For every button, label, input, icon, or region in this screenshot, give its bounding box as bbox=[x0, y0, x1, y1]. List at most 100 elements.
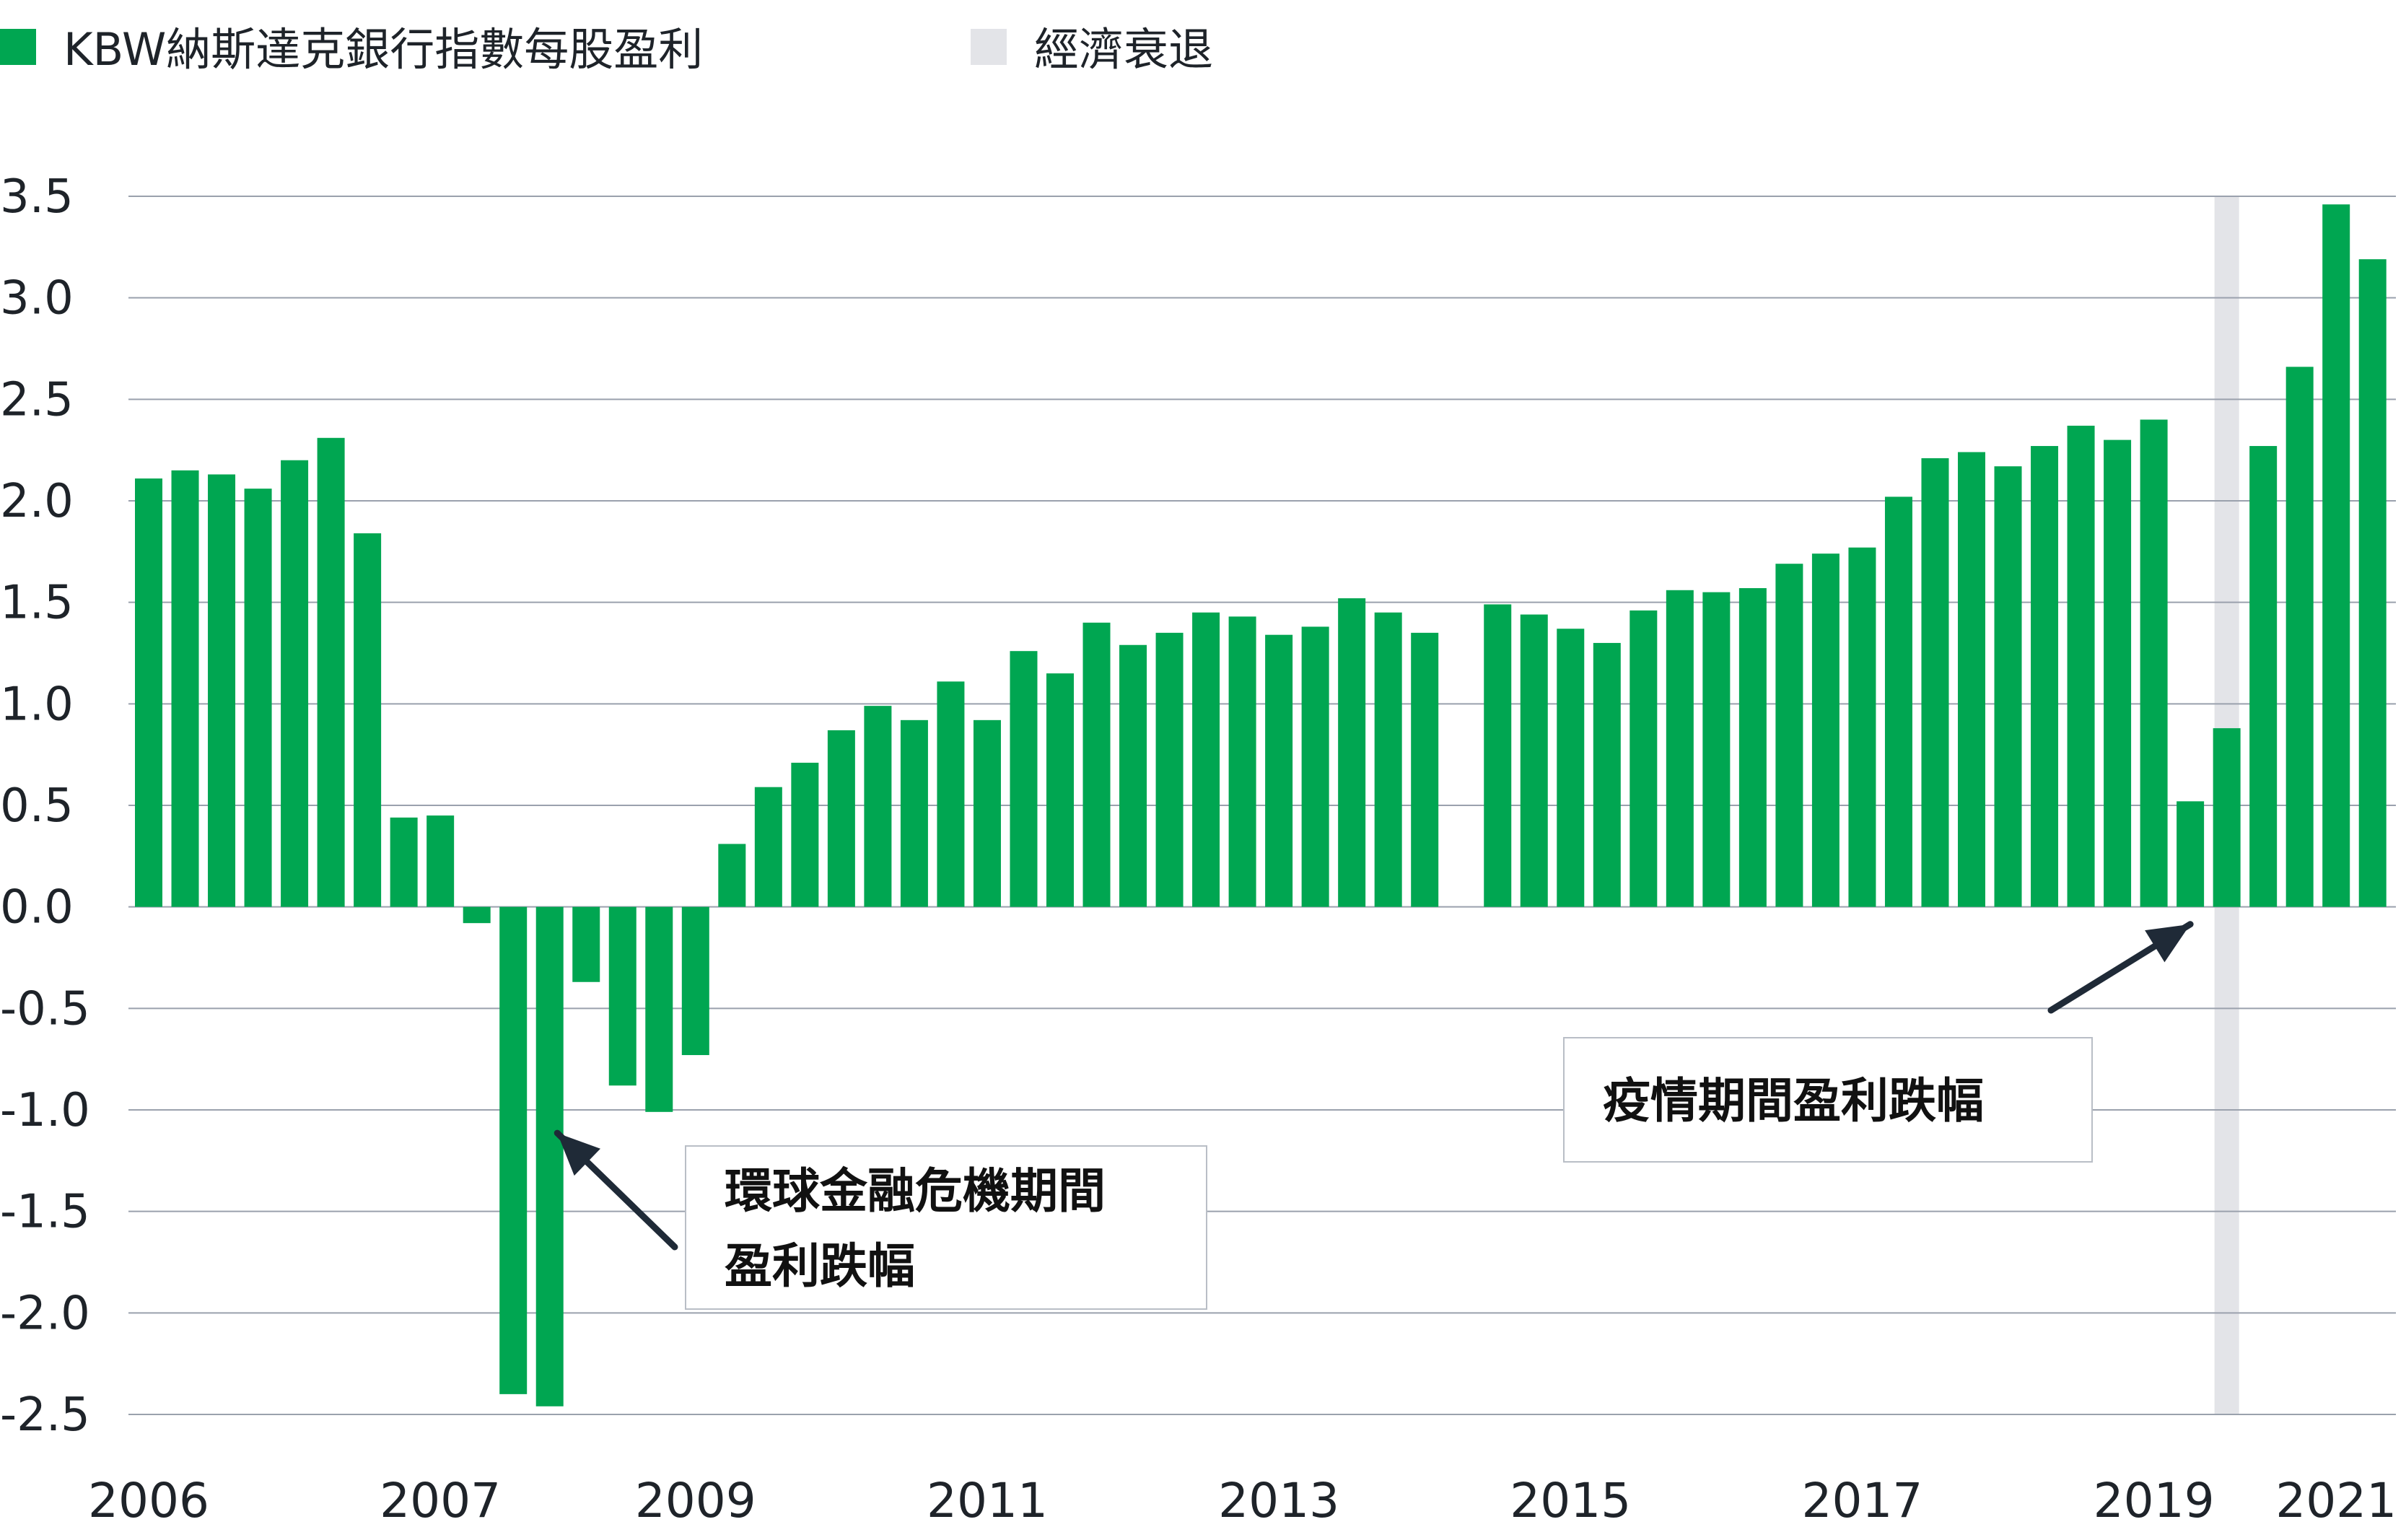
eps-bar bbox=[1119, 644, 1147, 907]
x-tick-label: 2013 bbox=[1218, 1473, 1339, 1528]
eps-bar bbox=[1411, 632, 1439, 907]
eps-bar bbox=[1848, 547, 1876, 907]
eps-bar bbox=[426, 815, 455, 907]
eps-bar bbox=[827, 730, 855, 907]
eps-bar bbox=[1082, 622, 1111, 907]
eps-bar bbox=[390, 817, 418, 907]
eps-bar bbox=[2285, 367, 2314, 907]
eps-bar bbox=[1629, 610, 1658, 907]
eps-bar bbox=[718, 844, 746, 907]
eps-bar bbox=[1046, 673, 1074, 907]
y-axis-ticks: 3.5 3.0 2.5 2.0 1.5 1.0 0.5 0.0 -0.5 -1.0 -1.5 -2.0… bbox=[0, 170, 90, 1442]
x-axis-ticks: 2006 2007 2009 2011 2013 2015 2017 2019 2021 bbox=[88, 1473, 2397, 1528]
bar-layer bbox=[135, 204, 2387, 1406]
eps-bar bbox=[2177, 801, 2205, 907]
eps-bar bbox=[937, 681, 965, 907]
eps-bar bbox=[244, 489, 272, 907]
y-tick-label: -2.5 bbox=[0, 1388, 90, 1442]
y-tick-label: 3.0 bbox=[0, 272, 74, 325]
eps-bar bbox=[354, 533, 382, 907]
eps-bar bbox=[1666, 590, 1694, 907]
eps-bar bbox=[1702, 592, 1731, 907]
eps-bar bbox=[1557, 629, 1585, 907]
legend-recession-swatch bbox=[971, 29, 1007, 65]
x-tick-label: 2019 bbox=[2094, 1473, 2215, 1528]
y-tick-label: -1.5 bbox=[0, 1186, 90, 1239]
eps-bar bbox=[2067, 425, 2095, 907]
eps-bar bbox=[1994, 466, 2022, 907]
annotation-text: 疫情期間盈利跌幅 bbox=[1603, 1073, 1984, 1129]
eps-bar bbox=[463, 906, 491, 924]
annotation-callout: 疫情期間盈利跌幅 bbox=[1563, 921, 2194, 1163]
eps-bar bbox=[864, 706, 892, 907]
eps-bar bbox=[1593, 642, 1621, 907]
eps-bar bbox=[2140, 419, 2168, 907]
legend-recession-label: 經濟衰退 bbox=[1034, 23, 1213, 76]
eps-bar bbox=[1520, 614, 1548, 907]
y-tick-label: -0.5 bbox=[0, 982, 90, 1036]
eps-bar bbox=[681, 906, 709, 1056]
eps-bar bbox=[608, 906, 637, 1086]
eps-bar bbox=[281, 460, 309, 907]
eps-bar bbox=[1775, 564, 1803, 907]
y-tick-label: 0.0 bbox=[0, 881, 74, 935]
eps-bar bbox=[171, 470, 199, 907]
annotation-arrowhead bbox=[557, 1133, 600, 1176]
legend-eps-label: KBW納斯達克銀行指數每股盈利 bbox=[64, 23, 703, 76]
eps-bar bbox=[1921, 458, 1949, 907]
eps-bar bbox=[1738, 587, 1767, 907]
x-tick-label: 2009 bbox=[635, 1473, 756, 1528]
eps-bar bbox=[2104, 439, 2132, 907]
eps-bar bbox=[1958, 452, 1985, 907]
eps-bar bbox=[973, 719, 1001, 907]
y-tick-label: 1.0 bbox=[0, 678, 74, 731]
annotation-text: 盈利跌幅 bbox=[725, 1238, 915, 1294]
eps-bar bbox=[135, 478, 162, 907]
eps-bar bbox=[645, 906, 673, 1112]
eps-bar bbox=[2213, 728, 2241, 907]
y-tick-label: -2.0 bbox=[0, 1287, 90, 1340]
eps-bar bbox=[1374, 612, 1402, 907]
eps-bar bbox=[1301, 626, 1329, 907]
x-tick-label: 2017 bbox=[1801, 1473, 1922, 1528]
eps-bar bbox=[1228, 616, 1256, 907]
eps-bar bbox=[2249, 446, 2278, 907]
y-tick-label: 2.0 bbox=[0, 475, 74, 528]
eps-bar bbox=[900, 719, 928, 907]
y-tick-label: 1.5 bbox=[0, 577, 74, 630]
eps-bar bbox=[1338, 598, 1366, 907]
y-tick-label: 3.5 bbox=[0, 170, 74, 224]
y-tick-label: 0.5 bbox=[0, 779, 74, 833]
y-tick-label: 2.5 bbox=[0, 373, 74, 426]
annotation-box bbox=[1563, 1037, 2093, 1163]
eps-bar bbox=[1010, 651, 1038, 907]
eps-bar bbox=[1484, 604, 1512, 907]
eps-bar bbox=[2322, 204, 2350, 907]
eps-bar bbox=[2031, 446, 2059, 907]
x-tick-label: 2015 bbox=[1510, 1473, 1631, 1528]
eps-bar bbox=[1155, 632, 1184, 907]
eps-bar bbox=[572, 906, 600, 982]
eps-bar bbox=[1884, 496, 1912, 907]
eps-bar bbox=[499, 906, 528, 1394]
eps-bar bbox=[208, 474, 236, 907]
eps-bar bbox=[1811, 554, 1840, 907]
x-tick-label: 2011 bbox=[927, 1473, 1048, 1528]
eps-bar bbox=[1265, 634, 1293, 907]
eps-bar bbox=[2358, 259, 2387, 907]
x-tick-label: 2006 bbox=[88, 1473, 209, 1528]
x-tick-label: 2007 bbox=[380, 1473, 501, 1528]
eps-bar bbox=[535, 906, 564, 1406]
annotation-arrowhead bbox=[2145, 924, 2191, 963]
legend: KBW納斯達克銀行指數每股盈利 經濟衰退 bbox=[0, 23, 1213, 76]
x-tick-label: 2021 bbox=[2275, 1473, 2397, 1528]
eps-bar bbox=[317, 437, 345, 907]
eps-bar bbox=[1192, 612, 1220, 907]
annotation-text: 環球金融危機期間 bbox=[725, 1163, 1106, 1219]
annotation-box bbox=[685, 1145, 1207, 1310]
eps-bar bbox=[791, 762, 819, 907]
